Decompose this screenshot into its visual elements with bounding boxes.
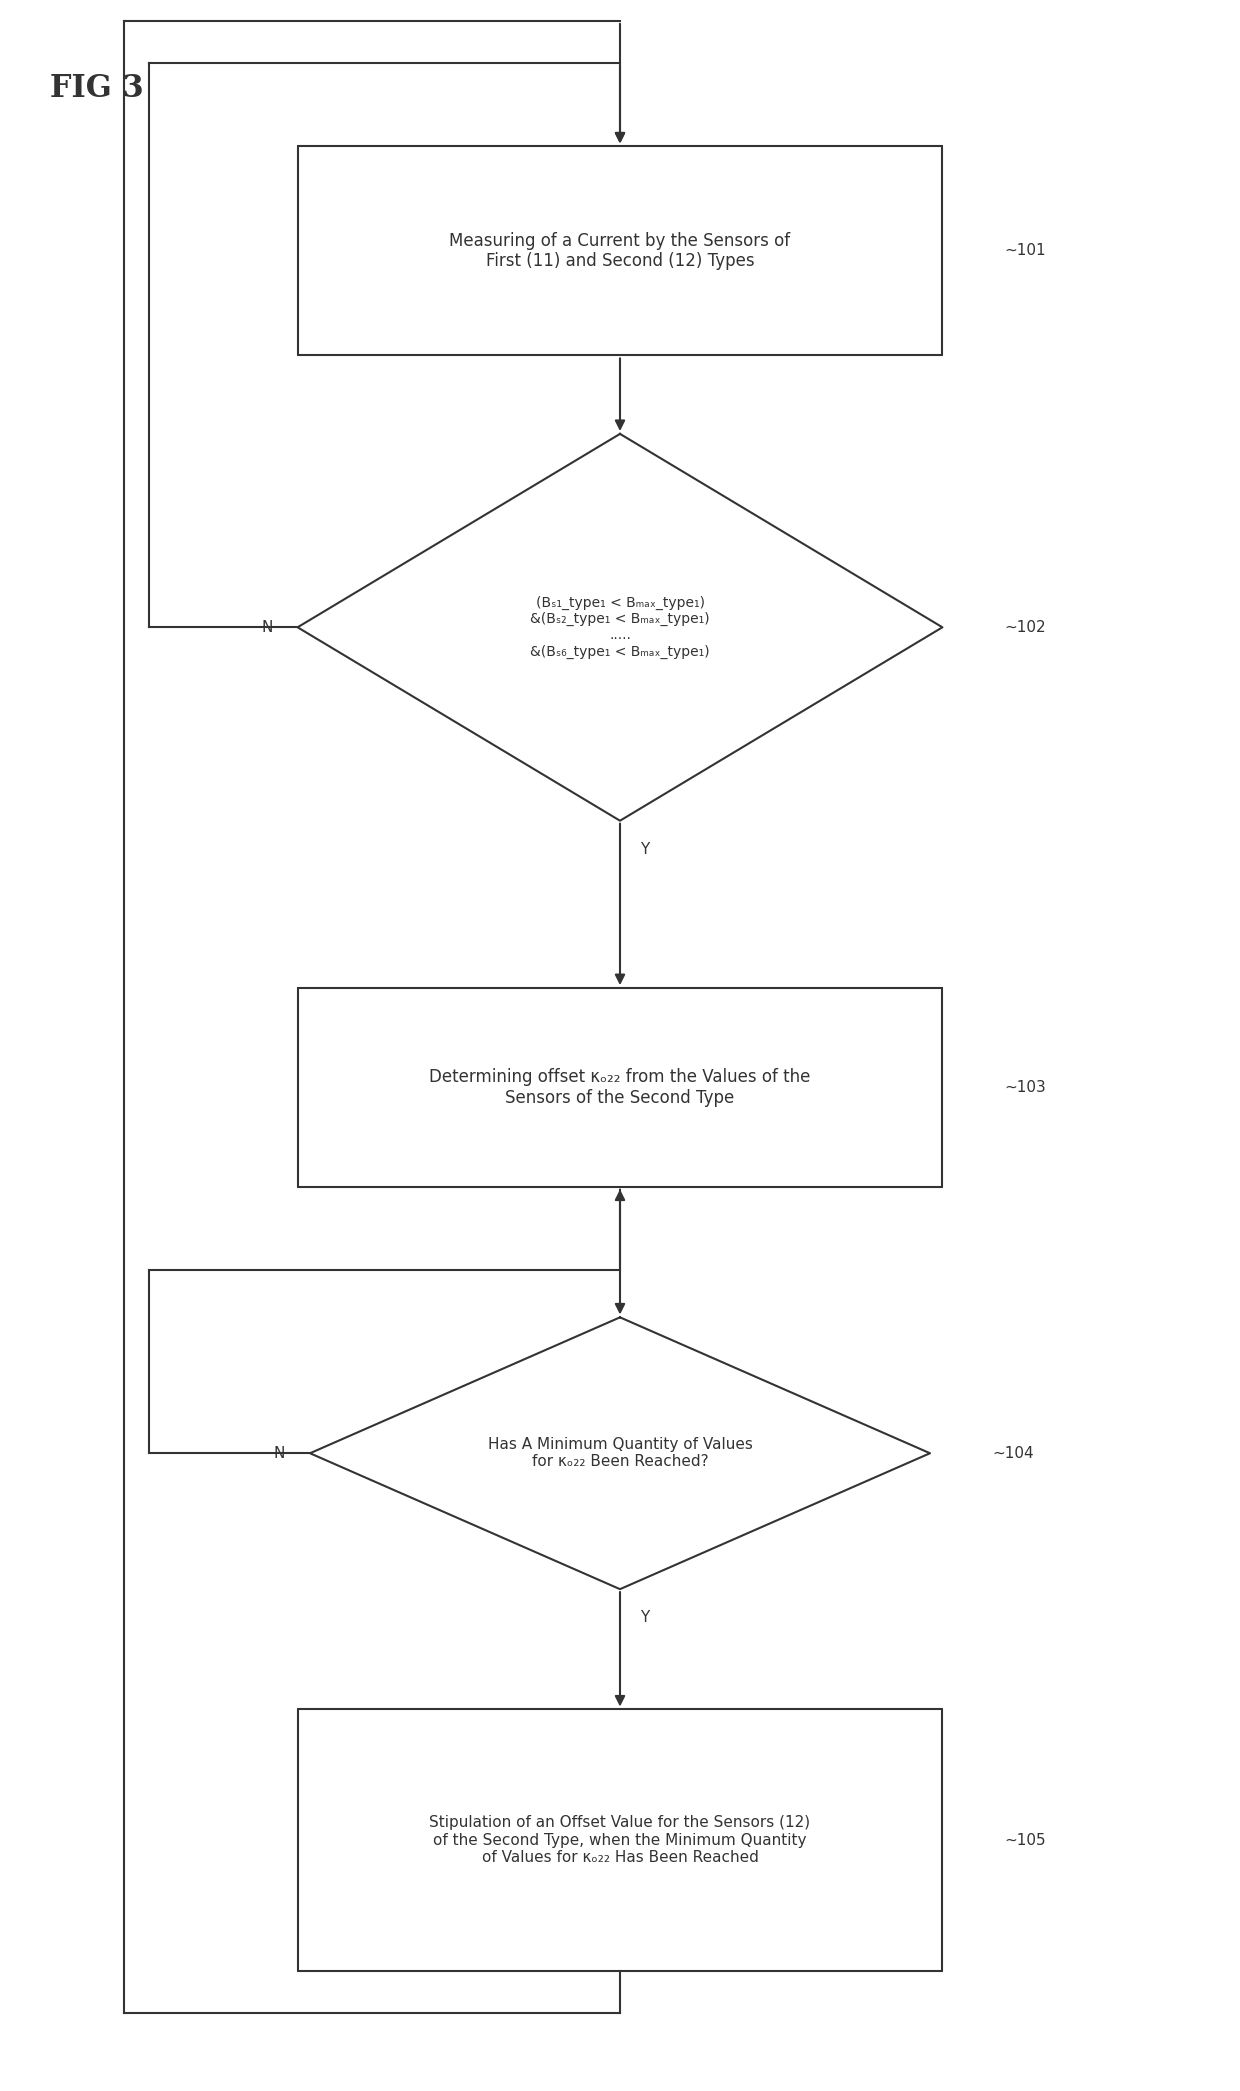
FancyBboxPatch shape [298, 989, 942, 1188]
Text: Stipulation of an Offset Value for the Sensors (12)
of the Second Type, when the: Stipulation of an Offset Value for the S… [429, 1815, 811, 1865]
Text: Has A Minimum Quantity of Values
for κₒ₂₂ Been Reached?: Has A Minimum Quantity of Values for κₒ₂… [487, 1437, 753, 1470]
FancyBboxPatch shape [298, 1710, 942, 1970]
Text: ~101: ~101 [1004, 243, 1047, 259]
Text: ~103: ~103 [1004, 1079, 1047, 1096]
Text: Y: Y [640, 841, 650, 857]
Text: Y: Y [640, 1610, 650, 1625]
Text: N: N [274, 1445, 285, 1462]
Text: Determining offset κₒ₂₂ from the Values of the
Sensors of the Second Type: Determining offset κₒ₂₂ from the Values … [429, 1069, 811, 1106]
Text: FIG 3: FIG 3 [50, 73, 144, 105]
Text: ~104: ~104 [992, 1445, 1034, 1462]
FancyBboxPatch shape [298, 146, 942, 355]
Text: Measuring of a Current by the Sensors of
First (11) and Second (12) Types: Measuring of a Current by the Sensors of… [449, 232, 791, 270]
Text: ~105: ~105 [1004, 1832, 1047, 1848]
Text: N: N [262, 619, 273, 636]
Text: (Bₛ₁_type₁ < Bₘₐₓ_type₁)
&(Bₛ₂_type₁ < Bₘₐₓ_type₁)
.....
&(Bₛ₆_type₁ < Bₘₐₓ_type: (Bₛ₁_type₁ < Bₘₐₓ_type₁) &(Bₛ₂_type₁ < B… [531, 596, 709, 659]
Text: ~102: ~102 [1004, 619, 1047, 636]
